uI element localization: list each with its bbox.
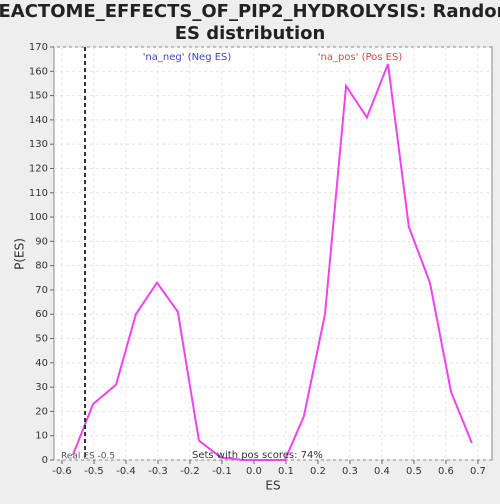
plot-area [53,46,493,461]
y-tick-label: 120 [29,163,48,174]
line-series [71,63,473,461]
y-tick-label: 60 [35,309,48,320]
y-tick-label: 140 [29,115,48,126]
x-tick-label: -0.4 [116,466,136,477]
x-tick-label: 0.0 [246,466,262,477]
chart-title: REACTOME_EFFECTS_OF_PIP2_HYDROLYSIS: Ran… [0,1,500,22]
x-tick-label: 0.5 [406,466,422,477]
y-tick-label: 160 [29,66,48,77]
y-tick-label: 110 [29,188,48,199]
annotation: Sets with pos scores: 74% [192,450,323,461]
x-tick-label: -0.2 [180,466,200,477]
x-tick-label: -0.6 [52,466,72,477]
legend-label: 'na_neg' (Neg ES) [143,52,232,63]
y-tick-label: 150 [29,91,48,102]
x-tick-label: 0.3 [342,466,358,477]
x-tick-label: 0.4 [374,466,390,477]
y-axis-label: P(ES) [13,238,27,270]
x-tick-label: 0.6 [438,466,454,477]
x-tick-label: 0.7 [470,466,486,477]
y-tick-label: 130 [29,139,48,150]
x-tick-label: -0.1 [212,466,232,477]
x-tick-label: 0.2 [310,466,326,477]
y-tick-label: 30 [35,382,48,393]
y-tick-label: 80 [35,261,48,272]
chart-title: ES distribution [175,23,326,44]
x-tick-label: 0.1 [278,466,294,477]
y-tick-label: 0 [42,455,48,466]
y-tick-label: 50 [35,334,48,345]
legend-label: 'na_pos' (Pos ES) [318,52,403,63]
x-axis-label: ES [265,479,280,493]
y-tick-label: 170 [29,42,48,53]
x-tick-label: -0.5 [84,466,104,477]
y-tick-label: 10 [35,431,48,442]
x-tick-label: -0.3 [148,466,168,477]
y-tick-label: 40 [35,358,48,369]
y-tick-label: 100 [29,212,48,223]
annotation: Real ES -0.5 [61,452,115,462]
y-tick-label: 90 [35,236,48,247]
y-tick-label: 70 [35,285,48,296]
y-tick-label: 20 [35,406,48,417]
